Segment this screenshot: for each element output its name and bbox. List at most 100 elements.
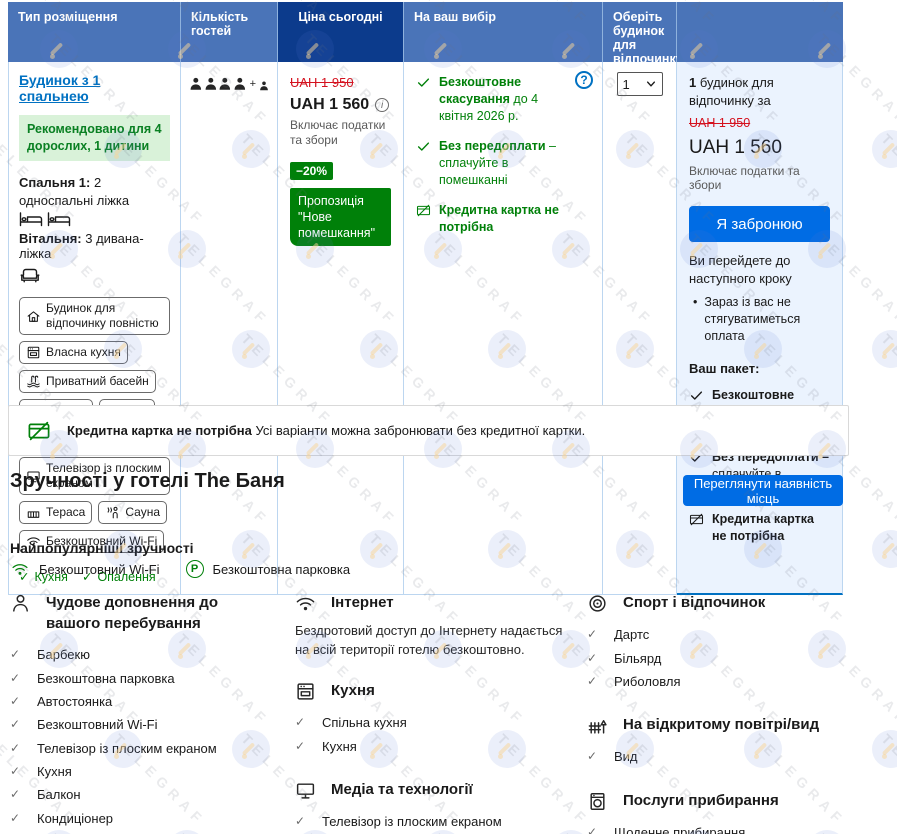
- new-property-deal-badge: Пропозиція "Нове помешкання": [290, 188, 391, 246]
- sofa-bed-icon: [19, 267, 41, 283]
- guests-cell: +: [181, 62, 278, 595]
- adult-icon: [189, 76, 203, 92]
- fence-view-icon: [587, 715, 608, 736]
- check-icon: ✓: [587, 650, 598, 665]
- no-credit-card-notice: Кредитна картка не потрібна Усі варіанти…: [8, 405, 849, 456]
- chevron-down-icon: [645, 78, 657, 90]
- facility-badge-icon: [26, 345, 41, 360]
- amenity-item: ✓ Кухня: [295, 738, 357, 754]
- amenities-column-3: Спорт і відпочинок ✓ Дартс ✓ Більярд ✓ Риболо…: [587, 592, 887, 834]
- rates-table: Тип розміщення Кількість гостей Ціна сьо…: [8, 2, 843, 595]
- check-icon: ✓: [587, 749, 598, 764]
- oven-icon: [295, 681, 316, 702]
- price-info-icon[interactable]: i: [375, 98, 390, 112]
- summary-line: будинок для відпочинку за: [689, 75, 774, 108]
- amenity-item: ✓ Кухня: [10, 764, 72, 780]
- facility-badge-icon: [26, 505, 41, 520]
- amenity-item: ✓ Спільна кухня: [295, 715, 407, 731]
- room-type-cell: Будинок з 1 спальнею Рекомендовано для 4…: [8, 62, 181, 595]
- rates-table-row: Будинок з 1 спальнею Рекомендовано для 4…: [8, 62, 843, 595]
- guest-capacity: +: [189, 76, 269, 92]
- adult-icon: [204, 76, 218, 92]
- facilities-title: Зручності у готелі The Баня: [10, 470, 285, 492]
- amenity-item: ✓ Кондиціонер: [10, 810, 114, 826]
- no-prepayment-item: Без передоплати – сплачуйте в помешканні: [416, 138, 566, 189]
- discount-badge: −20%: [290, 162, 334, 180]
- amenity-item: ✓ Дартс: [587, 627, 650, 643]
- popular-wifi: Безкоштовний Wi-Fi: [10, 560, 160, 578]
- check-icon: [416, 139, 431, 154]
- internet-description: Бездротовий доступ до Інтернету надаєтьс…: [295, 623, 563, 657]
- group-title: Спорт і відпочинок: [623, 594, 766, 611]
- popular-facilities: Безкоштовний Wi-Fi P Безкоштовна парковк…: [10, 560, 350, 578]
- facility-badge: Власна кухня: [19, 341, 128, 364]
- single-bed-icon: [47, 212, 71, 227]
- credit-card-crossed-icon: [416, 203, 431, 218]
- amenity-list: ✓ Барбекю ✓ Безкоштовна парковка ✓ Автостоянк…: [10, 643, 285, 834]
- wifi-icon: [295, 593, 316, 614]
- group-title: Кухня: [331, 682, 375, 699]
- facility-badge-label: Безкоштовний Wi-Fi: [46, 534, 158, 548]
- facility-badge: Безкоштовний Wi-Fi: [19, 530, 165, 553]
- current-price: UAH 1 560: [290, 96, 370, 113]
- check-icon: ✓: [10, 787, 21, 802]
- darts-icon: [587, 593, 608, 614]
- no-charge-bullet: • Зараз із вас не стягуватиметься оплата: [693, 295, 801, 343]
- booking-summary-cell: 1 будинок для відпочинку за UAH 1 950 UA…: [677, 62, 843, 595]
- facility-badge-label: Телевізор із плоским екраном: [46, 461, 162, 490]
- package-no-credit-card: Кредитна картка не потрібна: [689, 511, 830, 545]
- see-availability-button[interactable]: Переглянути наявність місць: [683, 475, 843, 506]
- amenities-column-2: Інтернет Бездротовий доступ до Інтернету…: [295, 592, 587, 834]
- header-empty: [677, 2, 843, 62]
- group-title: На відкритому повітрі/вид: [623, 716, 820, 734]
- header-your-choices: На ваш вибір: [404, 2, 603, 62]
- bedroom-label: Спальня 1:: [19, 175, 91, 190]
- reserve-button[interactable]: Я забронюю: [689, 206, 830, 242]
- tax-note: Включає податки та збори: [290, 118, 386, 147]
- check-icon: ✓: [10, 670, 21, 685]
- amenities-grid: Чудове доповнення до вашого перебування …: [10, 592, 887, 834]
- single-bed-icon: [19, 212, 43, 227]
- room-feature-checks: ✓ Кухня ✓ Опалення: [19, 569, 170, 585]
- rates-table-header: Тип розміщення Кількість гостей Ціна сьо…: [8, 2, 843, 66]
- facility-badge: Телевізор із плоским екраном: [19, 457, 170, 495]
- amenity-item: ✓Тераса: [10, 830, 285, 834]
- popular-facilities-title: Найпопулярніші зручності: [10, 540, 194, 556]
- adult-icon: [233, 76, 247, 92]
- room-name-link[interactable]: Будинок з 1 спальнею: [19, 72, 101, 104]
- amenity-item: ✓ Риболовля: [587, 673, 681, 689]
- old-price: UAH 1 950: [290, 75, 354, 90]
- package-title: Ваш пакет:: [689, 361, 760, 376]
- rooms-quantity-select[interactable]: 1: [616, 72, 663, 96]
- check-icon: ✓: [295, 715, 306, 730]
- facility-badge-label: Тераса: [46, 505, 86, 519]
- room-feature: ✓ Опалення: [81, 569, 156, 585]
- living-value: 3 дивана-ліжка: [19, 231, 144, 261]
- facility-badge: Приватний басейн: [19, 370, 156, 393]
- adult-icon: [218, 76, 232, 92]
- help-question-icon[interactable]: ?: [575, 71, 593, 89]
- parking-icon: P: [185, 560, 204, 578]
- recommended-badge: Рекомендовано для 4 дорослих, 1 дитини: [19, 115, 170, 161]
- plus-sign: +: [249, 78, 256, 90]
- bedroom-value: 2 односпальні ліжка: [19, 175, 130, 208]
- amenity-item: ✓ Безкоштовний Wi-Fi: [10, 717, 158, 733]
- facility-badge: Будинок для відпочинку повністю: [19, 297, 170, 335]
- header-room-type: Тип розміщення: [8, 2, 181, 62]
- facility-badge-icon: [26, 309, 41, 324]
- amenity-item: ✓ Телевізор із плоским екраном: [295, 813, 502, 829]
- header-guests: Кількість гостей: [181, 2, 278, 62]
- room-feature: ✓ Кухня: [19, 569, 68, 585]
- check-icon: ✓: [587, 627, 598, 642]
- popular-parking: P Безкоштовна парковка: [185, 560, 350, 578]
- next-step-text: Ви перейдете до наступного кроку: [689, 253, 792, 286]
- check-icon: ✓: [10, 810, 21, 825]
- amenity-list: ✓ Дартс ✓ Більярд ✓ Риболовля: [587, 623, 877, 693]
- notice-title: Кредитна картка не потрібна: [67, 423, 252, 438]
- amenity-item: ✓ Вид: [587, 749, 638, 765]
- check-icon: ✓: [10, 717, 21, 732]
- check-icon: ✓: [587, 673, 598, 688]
- check-icon: ✓: [19, 570, 30, 584]
- monitor-icon: [295, 780, 316, 801]
